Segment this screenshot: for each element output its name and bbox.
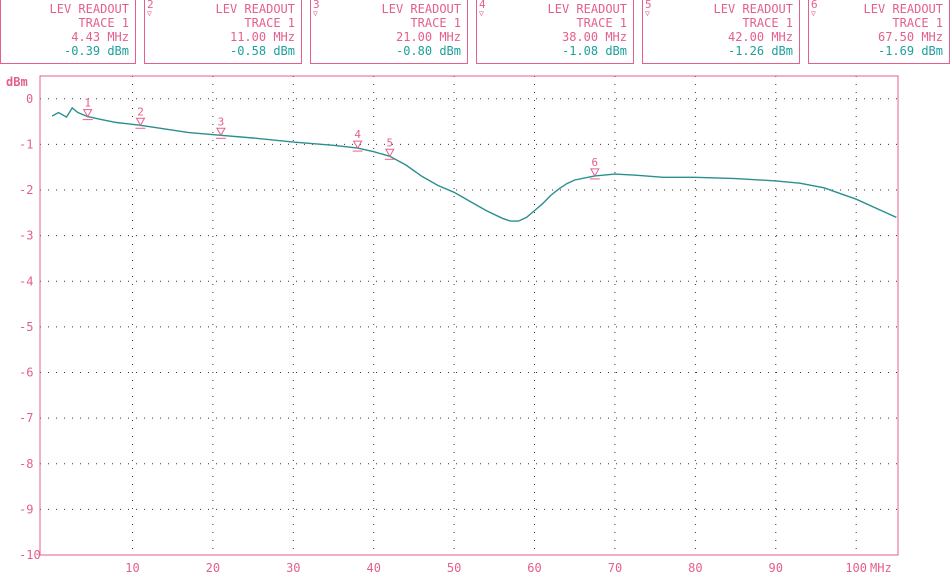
- readout-frequency: 4.43 MHz: [71, 30, 129, 44]
- readout-frequency: 38.00 MHz: [561, 30, 627, 44]
- trace-markers: 1 2 3 4 5 6: [82, 97, 600, 180]
- y-tick-label: -8: [19, 457, 33, 471]
- marker-readout-5: 5 ▽ LEV READOUT TRACE 1 42.00 MHz -1.26 …: [642, 0, 800, 64]
- chart-grid: [40, 76, 898, 555]
- readout-title: LEV READOUT: [547, 2, 627, 16]
- marker-readout-3: 3 ▽ LEV READOUT TRACE 1 21.00 MHz -0.80 …: [310, 0, 468, 64]
- readout-title: LEV READOUT: [863, 2, 943, 16]
- y-tick-label: -1: [19, 137, 33, 151]
- readout-title: LEV READOUT: [381, 2, 461, 16]
- readout-frequency: 11.00 MHz: [229, 30, 295, 44]
- readout-level: -1.69 dBm: [877, 44, 943, 58]
- readout-title: LEV READOUT: [713, 2, 793, 16]
- trace-marker-label: 3: [218, 115, 225, 128]
- y-tick-label: -10: [19, 548, 41, 562]
- trace-marker-triangle: [82, 109, 93, 118]
- trace-marker-triangle: [135, 117, 146, 127]
- y-tick-label: 0: [26, 92, 33, 106]
- y-tick-label: -3: [19, 229, 33, 243]
- trace-marker-triangle: [589, 168, 600, 177]
- readout-title: LEV READOUT: [215, 2, 295, 16]
- marker-triangle-icon: ▽: [479, 9, 484, 18]
- trace-marker-triangle: [384, 148, 395, 158]
- y-tick-label: -5: [19, 320, 33, 334]
- trace-marker-triangle: [352, 140, 363, 150]
- readout-frequency: 21.00 MHz: [395, 30, 461, 44]
- marker-number: 5: [645, 0, 652, 11]
- trace-marker: 2: [135, 105, 146, 129]
- marker-readout-1: LEV READOUT TRACE 1 4.43 MHz -0.39 dBm: [0, 0, 136, 64]
- readout-level: -1.26 dBm: [727, 44, 793, 58]
- y-axis-label: dBm: [6, 75, 28, 89]
- y-tick-label: -4: [19, 274, 33, 288]
- x-tick-label: 40: [366, 561, 380, 575]
- trace-marker: 6: [589, 156, 600, 180]
- readout-frequency: 42.00 MHz: [727, 30, 793, 44]
- trace-marker: 5: [384, 136, 395, 160]
- x-tick-labels: 10 20 30 40 50 60 70 80 90 100: [125, 561, 867, 575]
- y-tick-labels: 0 -1 -2 -3 -4 -5 -6 -7 -8 -9 -10: [19, 92, 41, 562]
- x-tick-label: 90: [769, 561, 783, 575]
- readout-trace: TRACE 1: [892, 16, 943, 30]
- readout-trace: TRACE 1: [410, 16, 461, 30]
- marker-triangle-icon: ▽: [811, 9, 816, 18]
- marker-number: 2: [147, 0, 154, 11]
- x-tick-label: 60: [527, 561, 541, 575]
- plot-frame: [39, 75, 899, 556]
- marker-number: 6: [811, 0, 818, 11]
- y-tick-label: -2: [19, 183, 33, 197]
- x-tick-label: 100: [845, 561, 867, 575]
- readout-level: -0.39 dBm: [63, 44, 129, 58]
- trace-line: [51, 106, 897, 222]
- trace-marker-label: 2: [137, 105, 144, 118]
- readout-trace: TRACE 1: [244, 16, 295, 30]
- x-tick-label: 50: [447, 561, 461, 575]
- marker-number: 4: [479, 0, 486, 11]
- marker-number: 3: [313, 0, 320, 11]
- x-tick-label: 20: [206, 561, 220, 575]
- readout-level: -0.80 dBm: [395, 44, 461, 58]
- trace-marker-label: 4: [354, 128, 361, 141]
- trace-marker-label: 1: [84, 97, 91, 110]
- x-tick-label: 70: [608, 561, 622, 575]
- x-axis-label: MHz: [870, 561, 892, 575]
- marker-readout-2: 2 ▽ LEV READOUT TRACE 1 11.00 MHz -0.58 …: [144, 0, 302, 64]
- x-tick-label: 30: [286, 561, 300, 575]
- marker-triangle-icon: ▽: [313, 9, 318, 18]
- marker-readout-6: 6 ▽ LEV READOUT TRACE 1 67.50 MHz -1.69 …: [808, 0, 950, 64]
- x-tick-label: 10: [125, 561, 139, 575]
- readout-trace: TRACE 1: [78, 16, 129, 30]
- y-tick-label: -6: [19, 366, 33, 380]
- trace-marker-label: 6: [592, 156, 599, 169]
- y-tick-label: -7: [19, 411, 33, 425]
- readout-title: LEV READOUT: [49, 2, 129, 16]
- trace-marker: 4: [352, 128, 363, 152]
- marker-readout-4: 4 ▽ LEV READOUT TRACE 1 38.00 MHz -1.08 …: [476, 0, 634, 64]
- readout-trace: TRACE 1: [742, 16, 793, 30]
- readout-trace: TRACE 1: [576, 16, 627, 30]
- x-tick-label: 80: [688, 561, 702, 575]
- readout-level: -1.08 dBm: [561, 44, 627, 58]
- marker-triangle-icon: ▽: [147, 9, 152, 18]
- marker-triangle-icon: ▽: [645, 9, 650, 18]
- trace-marker-triangle: [216, 127, 226, 137]
- trace-marker-label: 5: [386, 136, 393, 149]
- readout-level: -0.58 dBm: [229, 44, 295, 58]
- trace-marker: 3: [215, 115, 226, 139]
- trace-marker: 1: [82, 97, 93, 121]
- readout-frequency: 67.50 MHz: [877, 30, 943, 44]
- y-tick-label: -9: [19, 502, 33, 516]
